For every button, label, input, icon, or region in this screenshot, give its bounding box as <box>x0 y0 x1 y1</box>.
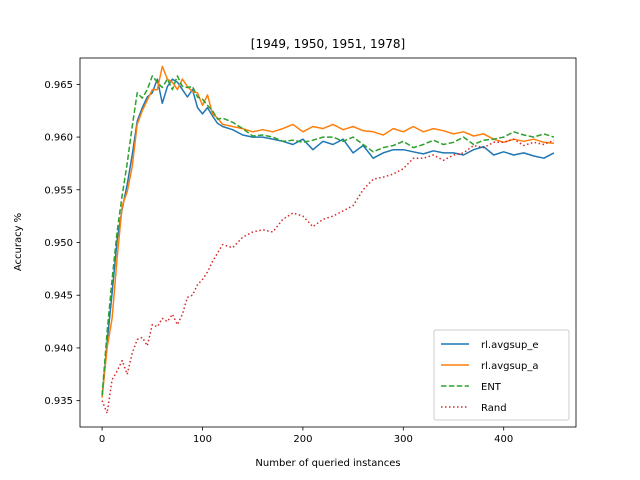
legend-label-2: ENT <box>481 382 502 393</box>
x-tick-label: 0 <box>99 434 105 445</box>
x-tick-label: 200 <box>293 434 312 445</box>
plot-lines <box>101 65 555 415</box>
x-tick-label: 300 <box>394 434 413 445</box>
series-line-2 <box>101 75 555 396</box>
y-tick-label: 0.965 <box>44 80 73 91</box>
series-line-1 <box>101 65 554 398</box>
x-axis-label: Number of queried instances <box>255 458 400 469</box>
legend-label-1: rl.avgsup_a <box>481 361 539 372</box>
legend-label-3: Rand <box>481 403 507 414</box>
y-tick-label: 0.955 <box>44 185 73 196</box>
y-tick-label: 0.940 <box>44 343 73 354</box>
x-tick-label: 400 <box>494 434 513 445</box>
y-tick-label: 0.945 <box>44 291 73 302</box>
y-tick-label: 0.960 <box>44 133 73 144</box>
chart-title: [1949, 1950, 1951, 1978] <box>251 37 405 51</box>
y-tick-label: 0.935 <box>44 396 73 407</box>
legend-label-0: rl.avgsup_e <box>481 340 539 351</box>
y-axis-label: Accuracy % <box>13 213 24 271</box>
x-tick-label: 100 <box>193 434 212 445</box>
legend: rl.avgsup_e rl.avgsup_a ENT Rand <box>433 329 570 421</box>
y-tick-label: 0.950 <box>44 238 73 249</box>
legend-box <box>433 329 570 421</box>
x-axis: 0 100 200 300 400 <box>99 427 513 445</box>
series-line-3 <box>101 138 555 415</box>
y-axis: 0.935 0.940 0.945 0.950 0.955 0.960 0.965 <box>44 80 80 407</box>
